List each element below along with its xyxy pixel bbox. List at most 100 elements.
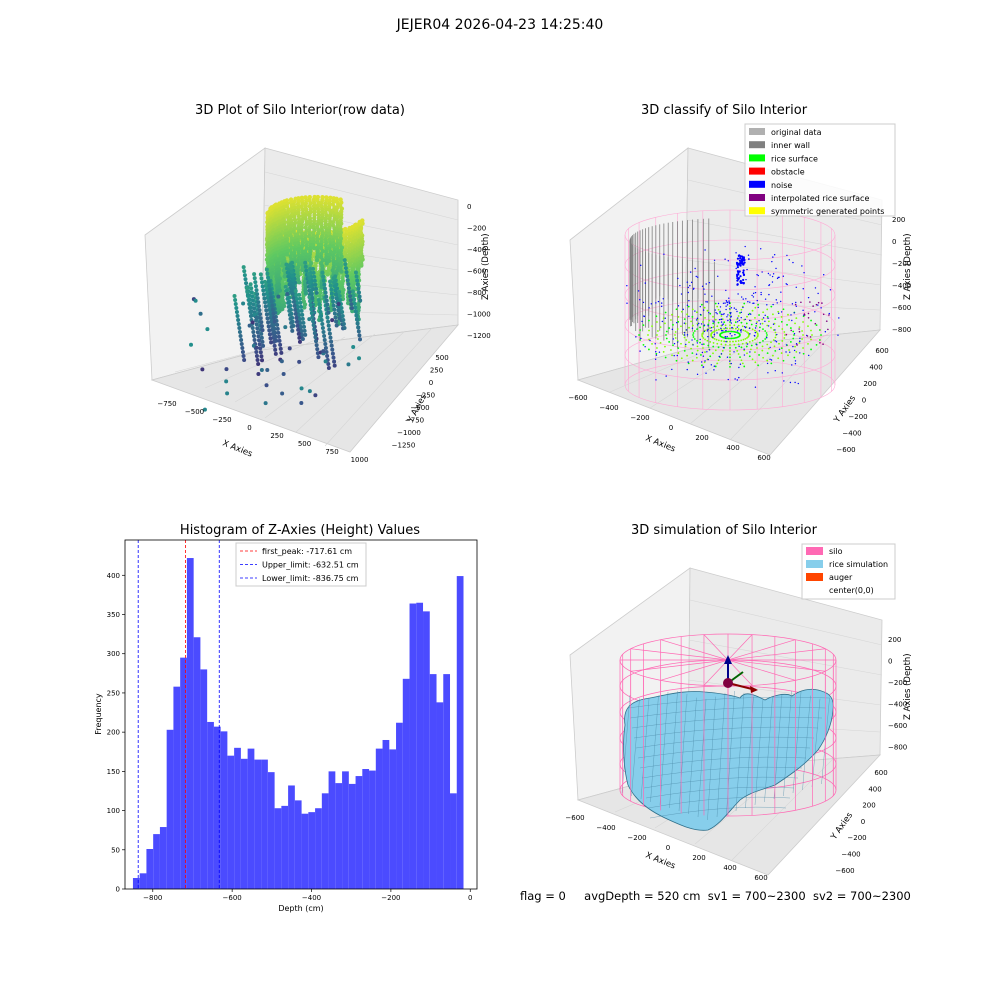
y-tick-label: 50 [111, 846, 120, 854]
legend-label: rice surface [771, 154, 818, 163]
rice-surface-point [692, 336, 695, 338]
mesh-line [641, 766, 803, 779]
noise-point [738, 366, 740, 369]
panel4-z-tick: −800 [888, 744, 907, 752]
raw-point [252, 312, 257, 317]
raw-point [329, 343, 334, 348]
rice-surface-point [740, 308, 743, 311]
histogram-bar [159, 827, 167, 889]
noise-point [736, 266, 739, 269]
panel4-z-tick: 0 [888, 658, 892, 666]
noise-point [731, 326, 733, 329]
panel4-zlabel: Z Axies (Depth) [903, 653, 913, 720]
rice-surface-point [770, 362, 773, 365]
panel1-title: 3D Plot of Silo Interior(row data) [195, 103, 405, 118]
rice-surface-point [759, 341, 761, 344]
noise-point [739, 363, 742, 365]
panel2-z-tick: 200 [892, 216, 905, 224]
rice-surface-point [766, 343, 769, 346]
panel4-y-tick: 200 [862, 802, 875, 810]
rice-surface-point [757, 303, 760, 306]
y-tick-label: 250 [107, 689, 120, 697]
mesh-line [637, 746, 811, 759]
noise-point [696, 342, 699, 344]
rice-surface-point [750, 323, 753, 326]
noise-point [716, 313, 718, 315]
panel2-pane-left [569, 147, 689, 381]
raw-point [292, 285, 297, 290]
rice-surface-point [651, 325, 653, 328]
panel4-xlabel: X Axies [644, 851, 677, 872]
raw-point [330, 295, 335, 300]
noise-point [660, 302, 663, 304]
rice-surface-point [716, 325, 719, 328]
raw-point [270, 307, 275, 312]
rice-surface-point [665, 330, 668, 333]
interpolated-point [794, 303, 797, 306]
histogram-bar [362, 769, 370, 889]
noise-point [640, 264, 642, 267]
noise-point [794, 362, 797, 365]
raw-point [290, 328, 295, 333]
noise-point [749, 301, 751, 303]
raw-point [339, 305, 344, 310]
panel4-simulation-3d: −600 −400 −200 0 200 400 600 600 400 200 0 −200 −40… [565, 543, 913, 882]
legend-swatch [749, 141, 765, 149]
panel1-x-tick: −250 [212, 416, 231, 424]
interpolated-point [809, 301, 811, 303]
raw-point [267, 287, 272, 292]
histogram-bar [288, 785, 295, 889]
rice-surface-point [740, 339, 743, 342]
noise-point [807, 296, 810, 299]
rice-surface-point [716, 342, 719, 345]
raw-point [266, 275, 271, 280]
raw-point [312, 278, 317, 283]
noise-point [772, 323, 775, 325]
silo-spoke [727, 659, 826, 672]
rice-surface-point [720, 343, 723, 346]
raw-point [193, 298, 198, 303]
histogram-bar [132, 878, 140, 889]
noise-point [771, 275, 774, 278]
noise-point [746, 268, 748, 271]
raw-point [261, 343, 266, 348]
mesh-line [627, 696, 831, 709]
raw-point [353, 305, 358, 310]
rice-surface-point [723, 327, 726, 330]
rice-surface-point [778, 325, 780, 328]
rice-surface-point [729, 343, 731, 346]
noise-point [727, 260, 730, 262]
raw-point [255, 292, 260, 297]
rice-surface-point [729, 324, 731, 327]
rice-surface-point [794, 345, 796, 348]
raw-point [319, 313, 324, 318]
noise-point [639, 350, 641, 352]
panel1-z-tick: −600 [467, 268, 486, 276]
noise-point [679, 284, 681, 287]
rice-surface-point [778, 342, 780, 345]
interpolated-point [798, 330, 801, 333]
noise-point [698, 322, 700, 325]
raw-point [296, 308, 301, 313]
rice-surface-point [751, 339, 754, 342]
noise-point [744, 245, 746, 248]
rice-surface-point [729, 362, 731, 365]
panel2-zlabel: Z Axies (Depth) [903, 233, 913, 300]
rice-surface-point [706, 339, 709, 342]
panel2-z-tick: −200 [892, 260, 911, 268]
rice-surface-point [701, 334, 703, 336]
noise-point [736, 330, 739, 332]
raw-point [260, 339, 265, 344]
histogram-bar [348, 783, 356, 889]
silo-spoke [727, 639, 796, 661]
noise-point [719, 306, 722, 308]
raw-point [264, 312, 269, 317]
raw-point [323, 359, 328, 364]
mesh-line [716, 692, 726, 818]
panel4-legend: silo rice simulation auger center(0,0) [801, 543, 896, 600]
panel3-frame [124, 539, 478, 890]
interpolated-point [814, 322, 817, 325]
rice-surface-point [701, 332, 704, 335]
raw-point [316, 297, 321, 302]
raw-point [306, 272, 311, 277]
